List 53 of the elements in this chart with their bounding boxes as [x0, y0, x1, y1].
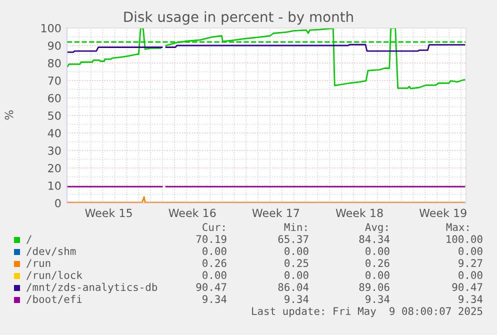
text: 0.00 — [284, 247, 308, 256]
text: 0.00 — [284, 271, 308, 280]
legend-label: /dev/shm — [26, 246, 76, 256]
text: 9.34 — [284, 295, 309, 304]
text: 9.27 — [458, 259, 482, 268]
x-tick-label: Week 18 — [336, 208, 383, 218]
y-tick-label: 40 — [48, 128, 61, 138]
text: 0.26 — [202, 259, 226, 268]
y-tick-label: 90 — [48, 41, 61, 50]
y-tick-label: 70 — [48, 76, 61, 85]
text: 0.00 — [458, 247, 482, 256]
legend-label: /boot/efi — [26, 294, 82, 304]
text: 70.19 — [196, 235, 226, 244]
y-tick-label: 20 — [48, 164, 61, 172]
text: 90.47 — [196, 283, 226, 292]
x-tick-label: Week 16 — [168, 208, 216, 218]
y-tick-label: 0 — [55, 198, 61, 208]
text: 86.04 — [278, 283, 309, 292]
text: 0.00 — [458, 271, 482, 280]
y-axis-title: % — [4, 110, 14, 120]
x-tick-label: Week 17 — [252, 208, 300, 218]
text: 0.25 — [284, 259, 308, 268]
y-tick-label: 80 — [48, 58, 61, 68]
y-tick-label: 30 — [48, 146, 61, 155]
y-tick-label: 60 — [48, 94, 61, 102]
chart-title: Disk usage in percent - by month — [124, 11, 353, 25]
legend-label: /mnt/zds-analytics-db — [26, 282, 158, 294]
text: Max: — [446, 223, 468, 232]
text: 0.00 — [366, 271, 390, 280]
text: 90.47 — [452, 283, 482, 292]
text: 0.00 — [202, 247, 226, 256]
text: Avg: — [365, 223, 388, 234]
y-tick-label: 50 — [48, 111, 61, 120]
text: 9.34 — [458, 295, 483, 304]
text: 0.00 — [202, 271, 226, 280]
text: 0.00 — [366, 247, 390, 256]
legend-label: / — [26, 235, 32, 244]
text: Last update: Fri May 9 08:00:07 2025 — [252, 306, 482, 318]
text: 65.37 — [278, 235, 308, 244]
text: 100.00 — [446, 235, 482, 244]
text: Cur: — [202, 223, 224, 232]
text: 9.34 — [366, 295, 390, 304]
y-tick-label: 100 — [41, 24, 61, 32]
text: 89.06 — [359, 283, 390, 292]
text: 0.26 — [366, 259, 390, 268]
y-tick-label: 10 — [48, 181, 61, 190]
legend-label: /run — [26, 259, 50, 268]
x-tick-label: Week 19 — [419, 208, 466, 218]
text: 9.34 — [202, 295, 227, 304]
legend-label: /run/lock — [26, 270, 82, 280]
text: Min: — [284, 222, 306, 231]
x-tick-label: Week 15 — [85, 208, 132, 218]
text: 84.34 — [359, 235, 390, 244]
